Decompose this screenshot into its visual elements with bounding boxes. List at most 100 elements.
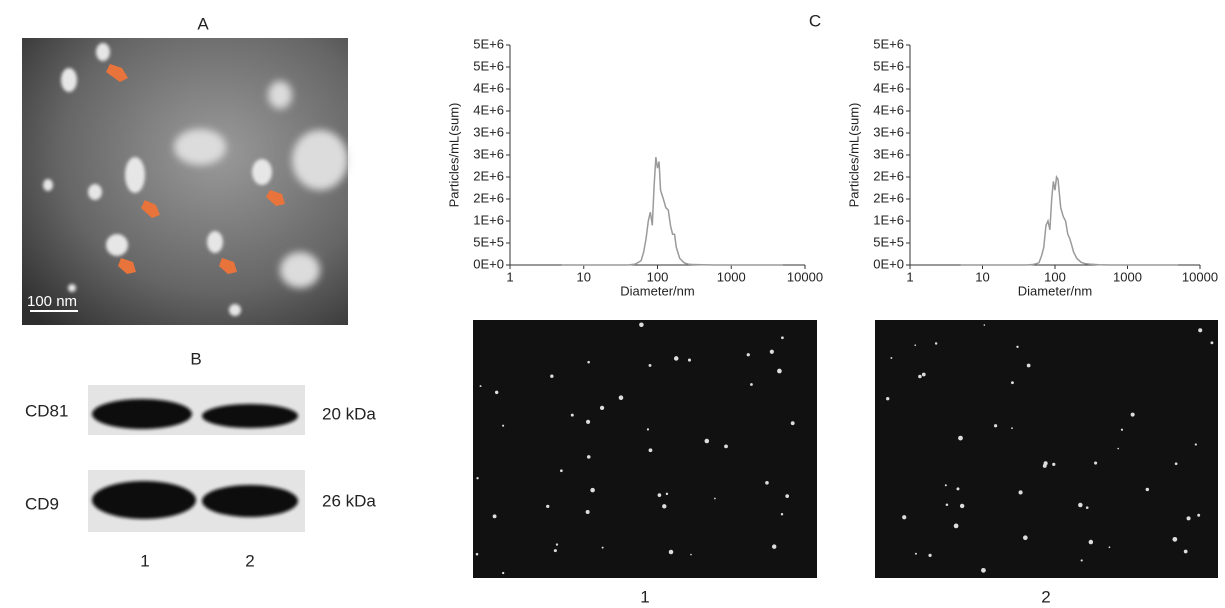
particle bbox=[690, 553, 692, 556]
particle bbox=[902, 515, 907, 520]
particle bbox=[1026, 363, 1031, 368]
particle bbox=[1210, 341, 1214, 345]
y-tick-label: 5E+6 bbox=[473, 58, 504, 73]
y-tick-label: 4E+6 bbox=[873, 80, 904, 95]
particle bbox=[1010, 381, 1014, 385]
y-axis-label: Particles/mL(sum) bbox=[846, 103, 861, 208]
particle bbox=[1183, 549, 1188, 554]
particle bbox=[1094, 461, 1098, 465]
particle bbox=[983, 324, 986, 326]
particle bbox=[781, 336, 784, 340]
particle bbox=[890, 357, 893, 359]
particle bbox=[687, 358, 692, 362]
particle bbox=[765, 480, 769, 485]
particle bbox=[673, 356, 679, 361]
particle bbox=[476, 477, 479, 480]
nta-image bbox=[875, 320, 1218, 578]
particle bbox=[1172, 536, 1178, 542]
particle bbox=[918, 374, 922, 379]
particle bbox=[914, 344, 917, 347]
x-tick-label: 1000 bbox=[1113, 269, 1142, 284]
data-line bbox=[960, 174, 1179, 266]
particle bbox=[1016, 345, 1019, 349]
y-tick-label: 5E+6 bbox=[473, 36, 504, 51]
particle bbox=[953, 523, 959, 529]
panel-label: A bbox=[197, 14, 209, 33]
particle bbox=[1042, 463, 1047, 468]
particle bbox=[981, 567, 986, 573]
particle bbox=[1080, 559, 1083, 562]
particle bbox=[769, 349, 774, 354]
x-tick-label: 100 bbox=[1044, 269, 1066, 284]
particle bbox=[657, 493, 662, 497]
particle bbox=[570, 413, 574, 417]
particle bbox=[724, 444, 728, 449]
y-tick-label: 4E+6 bbox=[473, 102, 504, 117]
y-tick-label: 3E+6 bbox=[873, 124, 904, 139]
particle bbox=[944, 484, 947, 487]
y-tick-label: 2E+6 bbox=[873, 168, 904, 183]
y-tick-label: 3E+6 bbox=[473, 146, 504, 161]
x-tick-label: 100 bbox=[647, 269, 669, 284]
particle bbox=[1186, 516, 1191, 521]
y-tick-label: 0E+0 bbox=[873, 256, 904, 271]
particle bbox=[1194, 443, 1197, 446]
particle bbox=[590, 487, 595, 493]
y-tick-label: 1E+6 bbox=[473, 212, 504, 227]
particle bbox=[1120, 428, 1124, 431]
particle bbox=[993, 424, 998, 428]
particle bbox=[945, 503, 949, 506]
particle bbox=[780, 513, 784, 516]
particle bbox=[475, 552, 479, 556]
particle bbox=[553, 549, 557, 553]
particle bbox=[771, 544, 777, 549]
particle bbox=[959, 503, 965, 509]
lane-label: 2 bbox=[245, 551, 254, 570]
particle bbox=[665, 492, 669, 496]
particle bbox=[1011, 427, 1013, 430]
particle bbox=[956, 487, 960, 491]
row-label: CD81 bbox=[25, 401, 68, 420]
size-label: 26 kDa bbox=[322, 491, 376, 510]
particle bbox=[618, 395, 624, 401]
scale-bar-label: 100 nm bbox=[27, 293, 77, 310]
particle bbox=[601, 546, 604, 549]
size-label: 20 kDa bbox=[322, 404, 376, 423]
y-tick-label: 5E+5 bbox=[873, 234, 904, 249]
particle bbox=[746, 353, 750, 357]
x-axis-label: Diameter/nm bbox=[1018, 283, 1092, 298]
particle bbox=[599, 405, 605, 410]
particle bbox=[492, 514, 497, 519]
particle bbox=[646, 428, 650, 431]
y-tick-label: 5E+6 bbox=[873, 58, 904, 73]
particle bbox=[1197, 513, 1201, 517]
particle bbox=[928, 553, 932, 557]
particle bbox=[479, 385, 482, 387]
y-tick-label: 3E+6 bbox=[473, 124, 504, 139]
particle bbox=[1078, 502, 1083, 508]
data-line bbox=[561, 157, 783, 266]
y-tick-label: 2E+6 bbox=[473, 168, 504, 183]
particle bbox=[1198, 328, 1203, 333]
particle bbox=[550, 374, 554, 378]
panel-label: B bbox=[190, 349, 201, 368]
particle bbox=[648, 448, 653, 453]
caption: 1 bbox=[640, 587, 649, 606]
particle bbox=[785, 494, 790, 498]
particle bbox=[586, 419, 591, 424]
particle bbox=[704, 438, 710, 444]
particle bbox=[1018, 490, 1023, 495]
particle bbox=[585, 510, 590, 515]
y-tick-label: 4E+6 bbox=[873, 102, 904, 117]
y-tick-label: 4E+6 bbox=[473, 80, 504, 95]
particle bbox=[777, 368, 782, 374]
particle bbox=[934, 342, 938, 345]
row-label: CD9 bbox=[25, 494, 59, 513]
lane-label: 1 bbox=[140, 551, 149, 570]
y-tick-label: 3E+6 bbox=[873, 146, 904, 161]
blot bbox=[88, 385, 305, 532]
particle bbox=[662, 504, 667, 509]
tem-image bbox=[22, 38, 348, 325]
particle bbox=[1108, 546, 1111, 549]
